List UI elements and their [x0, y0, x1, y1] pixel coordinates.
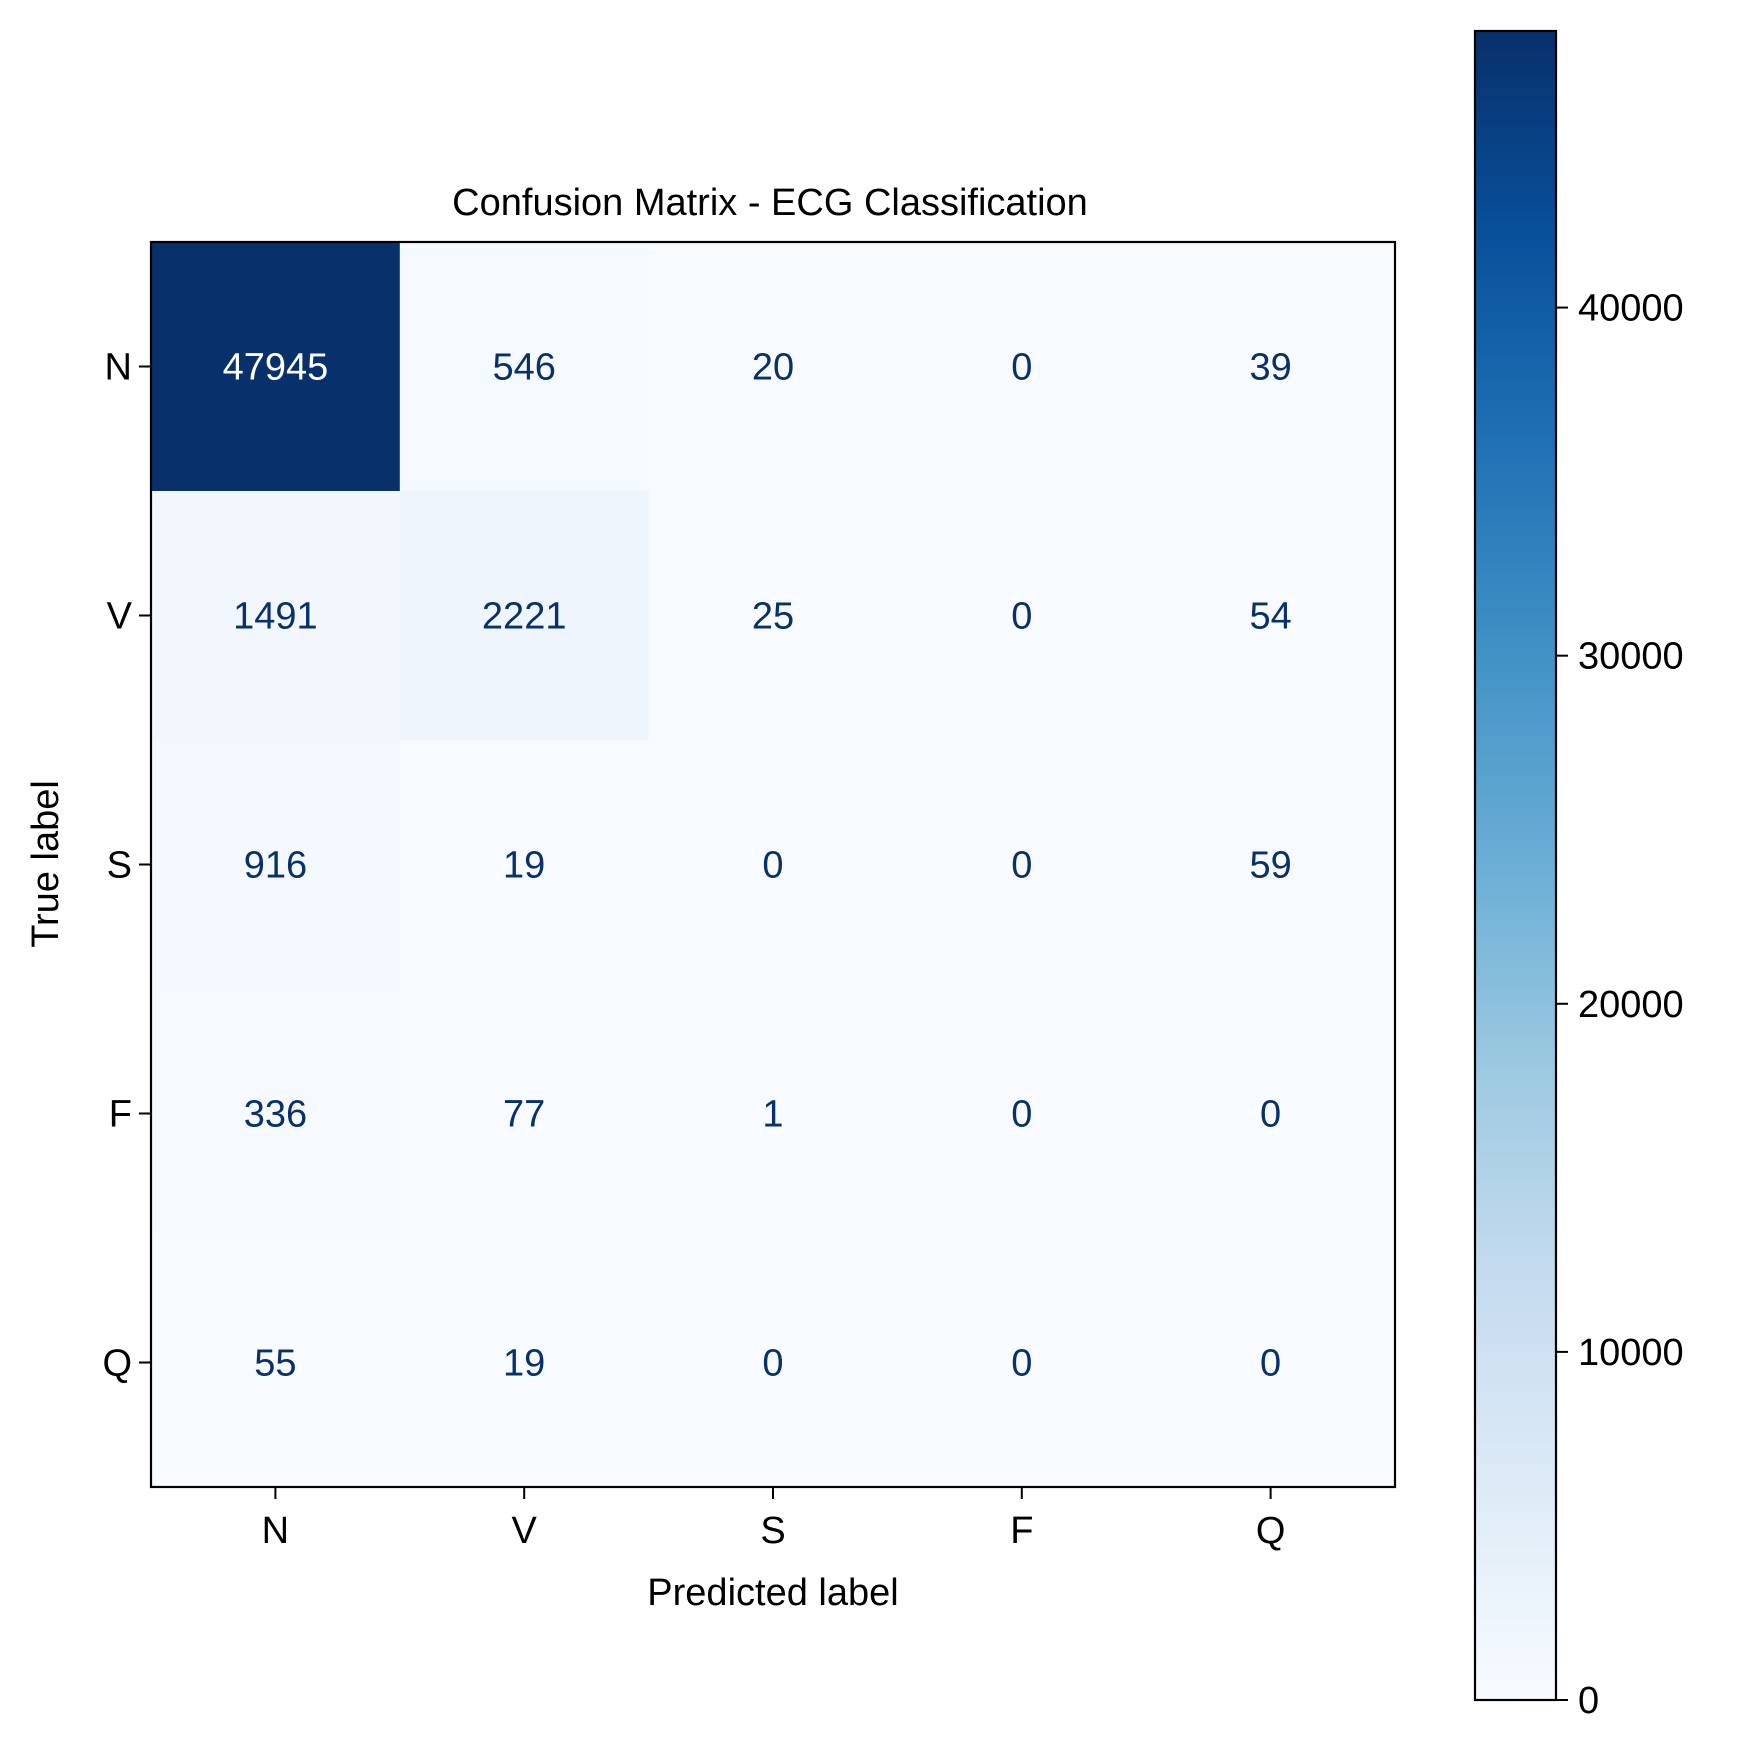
colorbar-tick-label: 20000	[1578, 984, 1684, 1026]
cell-value-label: 1	[762, 1094, 783, 1136]
heatmap-cell	[648, 1238, 898, 1488]
heatmap-cell	[151, 491, 401, 741]
cell-value-label: 77	[503, 1094, 545, 1136]
y-tick-label: V	[107, 596, 133, 638]
cell-value-label: 0	[1011, 347, 1032, 389]
cell-value-label: 0	[1260, 1343, 1281, 1385]
colorbar-tick-label: 40000	[1578, 288, 1684, 330]
y-tick-label: N	[105, 347, 132, 389]
cell-value-label: 916	[244, 845, 307, 887]
cell-value-label: 546	[492, 347, 555, 389]
heatmap-cell	[1146, 989, 1396, 1239]
chart-title: Confusion Matrix - ECG Classification	[452, 182, 1088, 224]
heatmap-cell	[151, 242, 401, 492]
heatmap-cell	[399, 989, 650, 1239]
cell-value-label: 0	[762, 1343, 783, 1385]
heatmap-cell	[399, 1238, 650, 1488]
cell-value-label: 0	[1011, 596, 1032, 638]
heatmap-cell	[151, 989, 401, 1239]
heatmap-cell	[399, 740, 650, 990]
heatmap-cell	[648, 740, 898, 990]
colorbar-ticks: 0 10000 20000 30000 40000	[1556, 288, 1684, 1722]
heatmap-cell	[897, 740, 1147, 990]
cell-value-label: 55	[254, 1343, 296, 1385]
heatmap-cell	[1146, 1238, 1396, 1488]
colorbar-tick-label: 10000	[1578, 1332, 1684, 1374]
cell-value-label: 59	[1249, 845, 1291, 887]
y-tick-label: F	[109, 1094, 132, 1136]
cell-value-label: 0	[1260, 1094, 1281, 1136]
cell-value-label: 2221	[482, 596, 567, 638]
heatmap-cell	[151, 1238, 401, 1488]
x-tick-label: N	[262, 1510, 289, 1552]
heatmap-cell	[648, 989, 898, 1239]
colorbar: 0 10000 20000 30000 40000	[1473, 29, 1684, 1722]
cell-value-label: 47945	[223, 347, 329, 389]
cell-value-label: 0	[1011, 1343, 1032, 1385]
colorbar-gradient	[1473, 29, 1558, 1702]
cell-value-label: 1491	[233, 596, 318, 638]
cell-value-label: 19	[503, 1343, 545, 1385]
heatmap-cells	[151, 242, 1396, 1488]
x-tick-label: Q	[1256, 1510, 1286, 1552]
cell-value-label: 336	[244, 1094, 307, 1136]
heatmap-cell-labels: 47945 546 20 0 39 1491 2221 25 0 54 916 19 0 0 59 336 77…	[223, 347, 1292, 1385]
cell-value-label: 20	[752, 347, 794, 389]
heatmap-cell	[399, 242, 650, 492]
heatmap-cell	[399, 491, 650, 741]
y-axis-label: True label	[25, 780, 67, 948]
x-tick-label: F	[1010, 1510, 1033, 1552]
heatmap-cell	[1146, 242, 1396, 492]
colorbar-tick-label: 30000	[1578, 636, 1684, 678]
heatmap-cell	[648, 242, 898, 492]
heatmap-cell	[1146, 740, 1396, 990]
heatmap-cell	[897, 1238, 1147, 1488]
cell-value-label: 39	[1249, 347, 1291, 389]
x-tick-label: V	[512, 1510, 538, 1552]
cell-value-label: 25	[752, 596, 794, 638]
x-axis-label: Predicted label	[647, 1572, 898, 1614]
x-tick-label: S	[760, 1510, 785, 1552]
y-axis-ticks: N V S F Q	[102, 347, 151, 1385]
cell-value-label: 0	[1011, 1094, 1032, 1136]
cell-value-label: 54	[1249, 596, 1291, 638]
heatmap-cell	[897, 242, 1147, 492]
heatmap-cell	[897, 491, 1147, 741]
heatmap-cell	[151, 740, 401, 990]
colorbar-tick-label: 0	[1578, 1680, 1599, 1722]
heatmap-cell	[897, 989, 1147, 1239]
heatmap-cell	[648, 491, 898, 741]
cell-value-label: 0	[762, 845, 783, 887]
heatmap-cell	[1146, 491, 1396, 741]
cell-value-label: 0	[1011, 845, 1032, 887]
y-tick-label: S	[107, 845, 132, 887]
cell-value-label: 19	[503, 845, 545, 887]
y-tick-label: Q	[102, 1343, 132, 1385]
